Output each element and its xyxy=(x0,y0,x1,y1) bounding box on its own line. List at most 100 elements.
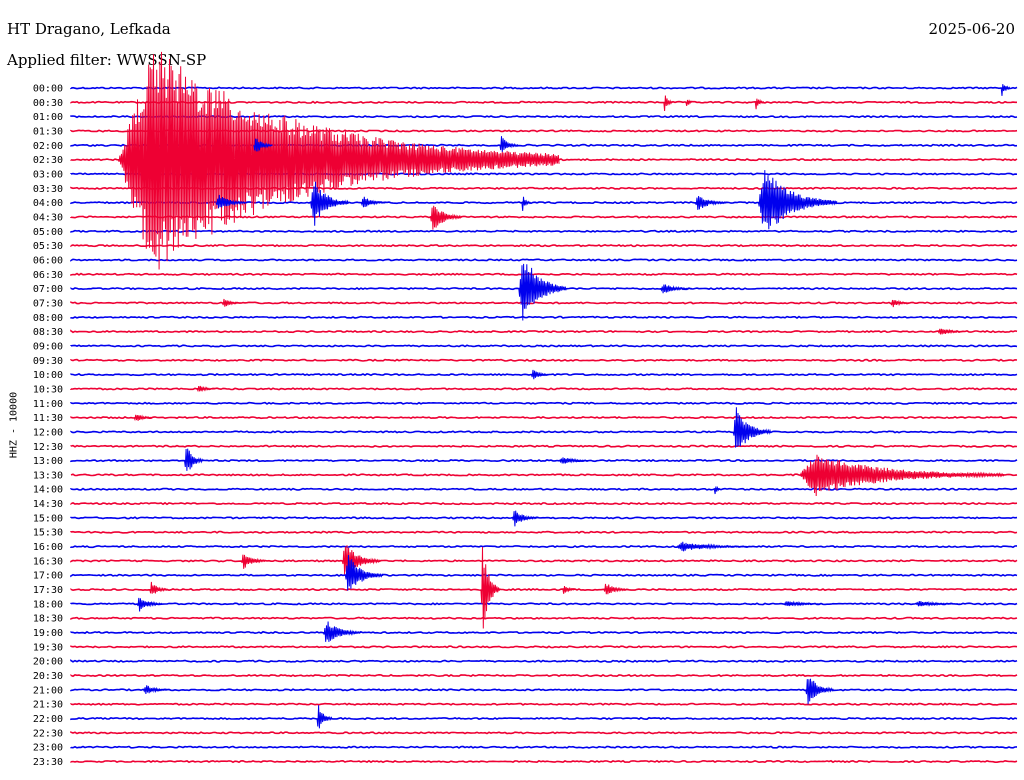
time-tick-label: 07:30 xyxy=(33,298,63,309)
filter-label: Applied filter: WWSSN-SP xyxy=(7,51,207,69)
seismic-event-30 xyxy=(341,545,381,576)
trace-line-1930 xyxy=(70,645,1018,649)
seismic-event-23 xyxy=(184,448,204,471)
seismic-event-24 xyxy=(559,457,592,464)
seismic-event-41 xyxy=(805,678,835,705)
trace-line-1830 xyxy=(70,616,1018,620)
time-tick-label: 07:00 xyxy=(33,284,63,295)
trace-line-0930 xyxy=(70,358,1018,362)
seismic-event-27 xyxy=(512,510,538,527)
time-tick-label: 21:00 xyxy=(33,685,63,696)
seismic-event-35 xyxy=(603,583,629,595)
time-tick-label: 05:30 xyxy=(33,241,63,252)
time-tick-label: 23:30 xyxy=(33,757,63,768)
seismic-event-22 xyxy=(732,407,772,448)
seismic-event-26 xyxy=(713,485,721,495)
time-tick-label: 03:00 xyxy=(33,169,63,180)
time-tick-label: 08:00 xyxy=(33,313,63,324)
time-tick-label: 22:00 xyxy=(33,714,63,725)
seismic-event-20 xyxy=(196,385,216,393)
seismic-event-36 xyxy=(136,597,163,612)
trace-line-0600 xyxy=(70,258,1018,262)
seismic-event-39 xyxy=(322,621,362,642)
seismic-event-16 xyxy=(221,298,242,307)
trace-line-0830 xyxy=(70,329,1018,334)
trace-line-0630 xyxy=(70,272,1018,276)
seismic-event-7 xyxy=(310,181,349,226)
time-tick-label: 12:30 xyxy=(33,442,63,453)
trace-line-0430 xyxy=(70,215,1018,219)
trace-line-1200 xyxy=(70,430,1018,434)
time-tick-label: 02:30 xyxy=(33,155,63,166)
trace-line-0400 xyxy=(70,200,1018,205)
seismic-event-42 xyxy=(316,705,333,729)
time-tick-label: 20:00 xyxy=(33,657,63,668)
trace-line-1700 xyxy=(70,573,1018,578)
time-tick-label: 10:30 xyxy=(33,384,63,395)
seismic-event-3 xyxy=(685,98,692,107)
trace-line-1500 xyxy=(70,516,1018,520)
time-tick-label: 11:00 xyxy=(33,399,63,410)
time-tick-label: 04:30 xyxy=(33,212,63,223)
time-tick-label: 17:00 xyxy=(33,571,63,582)
seismic-event-11 xyxy=(694,195,727,210)
seismic-event-25 xyxy=(799,454,1005,497)
seismic-event-8 xyxy=(215,194,248,209)
trace-line-2130 xyxy=(70,702,1018,706)
seismic-event-40 xyxy=(143,685,169,695)
trace-line-1800 xyxy=(70,602,1018,606)
time-tick-label: 06:30 xyxy=(33,270,63,281)
time-tick-label: 13:00 xyxy=(33,456,63,467)
seismic-event-32 xyxy=(149,581,169,594)
time-tick-label: 19:30 xyxy=(33,642,63,653)
trace-line-0730 xyxy=(70,301,1018,305)
time-tick-label: 14:30 xyxy=(33,499,63,510)
time-tick-label: 06:00 xyxy=(33,255,63,266)
trace-line-1400 xyxy=(70,487,1018,491)
seismic-event-6 xyxy=(499,136,519,152)
station-title: HT Dragano, Lefkada xyxy=(7,20,171,38)
seismic-event-0 xyxy=(117,51,560,270)
seismic-event-12 xyxy=(757,170,838,230)
event-group xyxy=(117,51,1011,729)
trace-line-0800 xyxy=(70,315,1018,319)
seismic-event-37 xyxy=(783,600,822,607)
seismic-event-2 xyxy=(663,95,673,112)
trace-line-2100 xyxy=(70,688,1018,692)
seismic-event-38 xyxy=(915,600,961,607)
trace-line-0530 xyxy=(70,243,1018,248)
time-tick-label: 21:30 xyxy=(33,700,63,711)
trace-line-0900 xyxy=(70,344,1018,348)
time-tick-label: 10:00 xyxy=(33,370,63,381)
time-tick-label: 02:00 xyxy=(33,141,63,152)
trace-line-2230 xyxy=(70,731,1018,735)
seismic-event-13 xyxy=(430,205,463,230)
trace-line-1430 xyxy=(70,501,1018,506)
time-tick-label: 16:00 xyxy=(33,542,63,553)
seismic-event-9 xyxy=(360,196,387,208)
trace-line-1600 xyxy=(70,544,1018,549)
time-tick-label: 20:30 xyxy=(33,671,63,682)
time-tick-label: 03:30 xyxy=(33,184,63,195)
trace-line-0030 xyxy=(70,100,1017,104)
time-tick-label: 15:30 xyxy=(33,528,63,539)
seismic-event-4 xyxy=(754,98,765,110)
trace-line-0500 xyxy=(70,229,1018,233)
seismic-event-29 xyxy=(240,554,267,569)
seismic-event-31 xyxy=(344,554,384,591)
time-tick-label: 15:00 xyxy=(33,513,63,524)
seismic-event-1 xyxy=(1000,84,1011,96)
trace-line-2300 xyxy=(70,745,1018,749)
trace-line-1030 xyxy=(70,387,1018,391)
time-tick-label: 09:00 xyxy=(33,341,63,352)
time-tick-label: 01:30 xyxy=(33,126,63,137)
time-tick-label: 01:00 xyxy=(33,112,63,123)
time-tick-label: 04:00 xyxy=(33,198,63,209)
time-tick-label: 16:30 xyxy=(33,556,63,567)
seismic-event-21 xyxy=(133,414,153,422)
time-tick-label: 14:00 xyxy=(33,485,63,496)
time-tick-label: 23:00 xyxy=(33,743,63,754)
seismic-event-10 xyxy=(521,196,532,211)
time-tick-label: 08:30 xyxy=(33,327,63,338)
time-tick-label: 12:00 xyxy=(33,427,63,438)
